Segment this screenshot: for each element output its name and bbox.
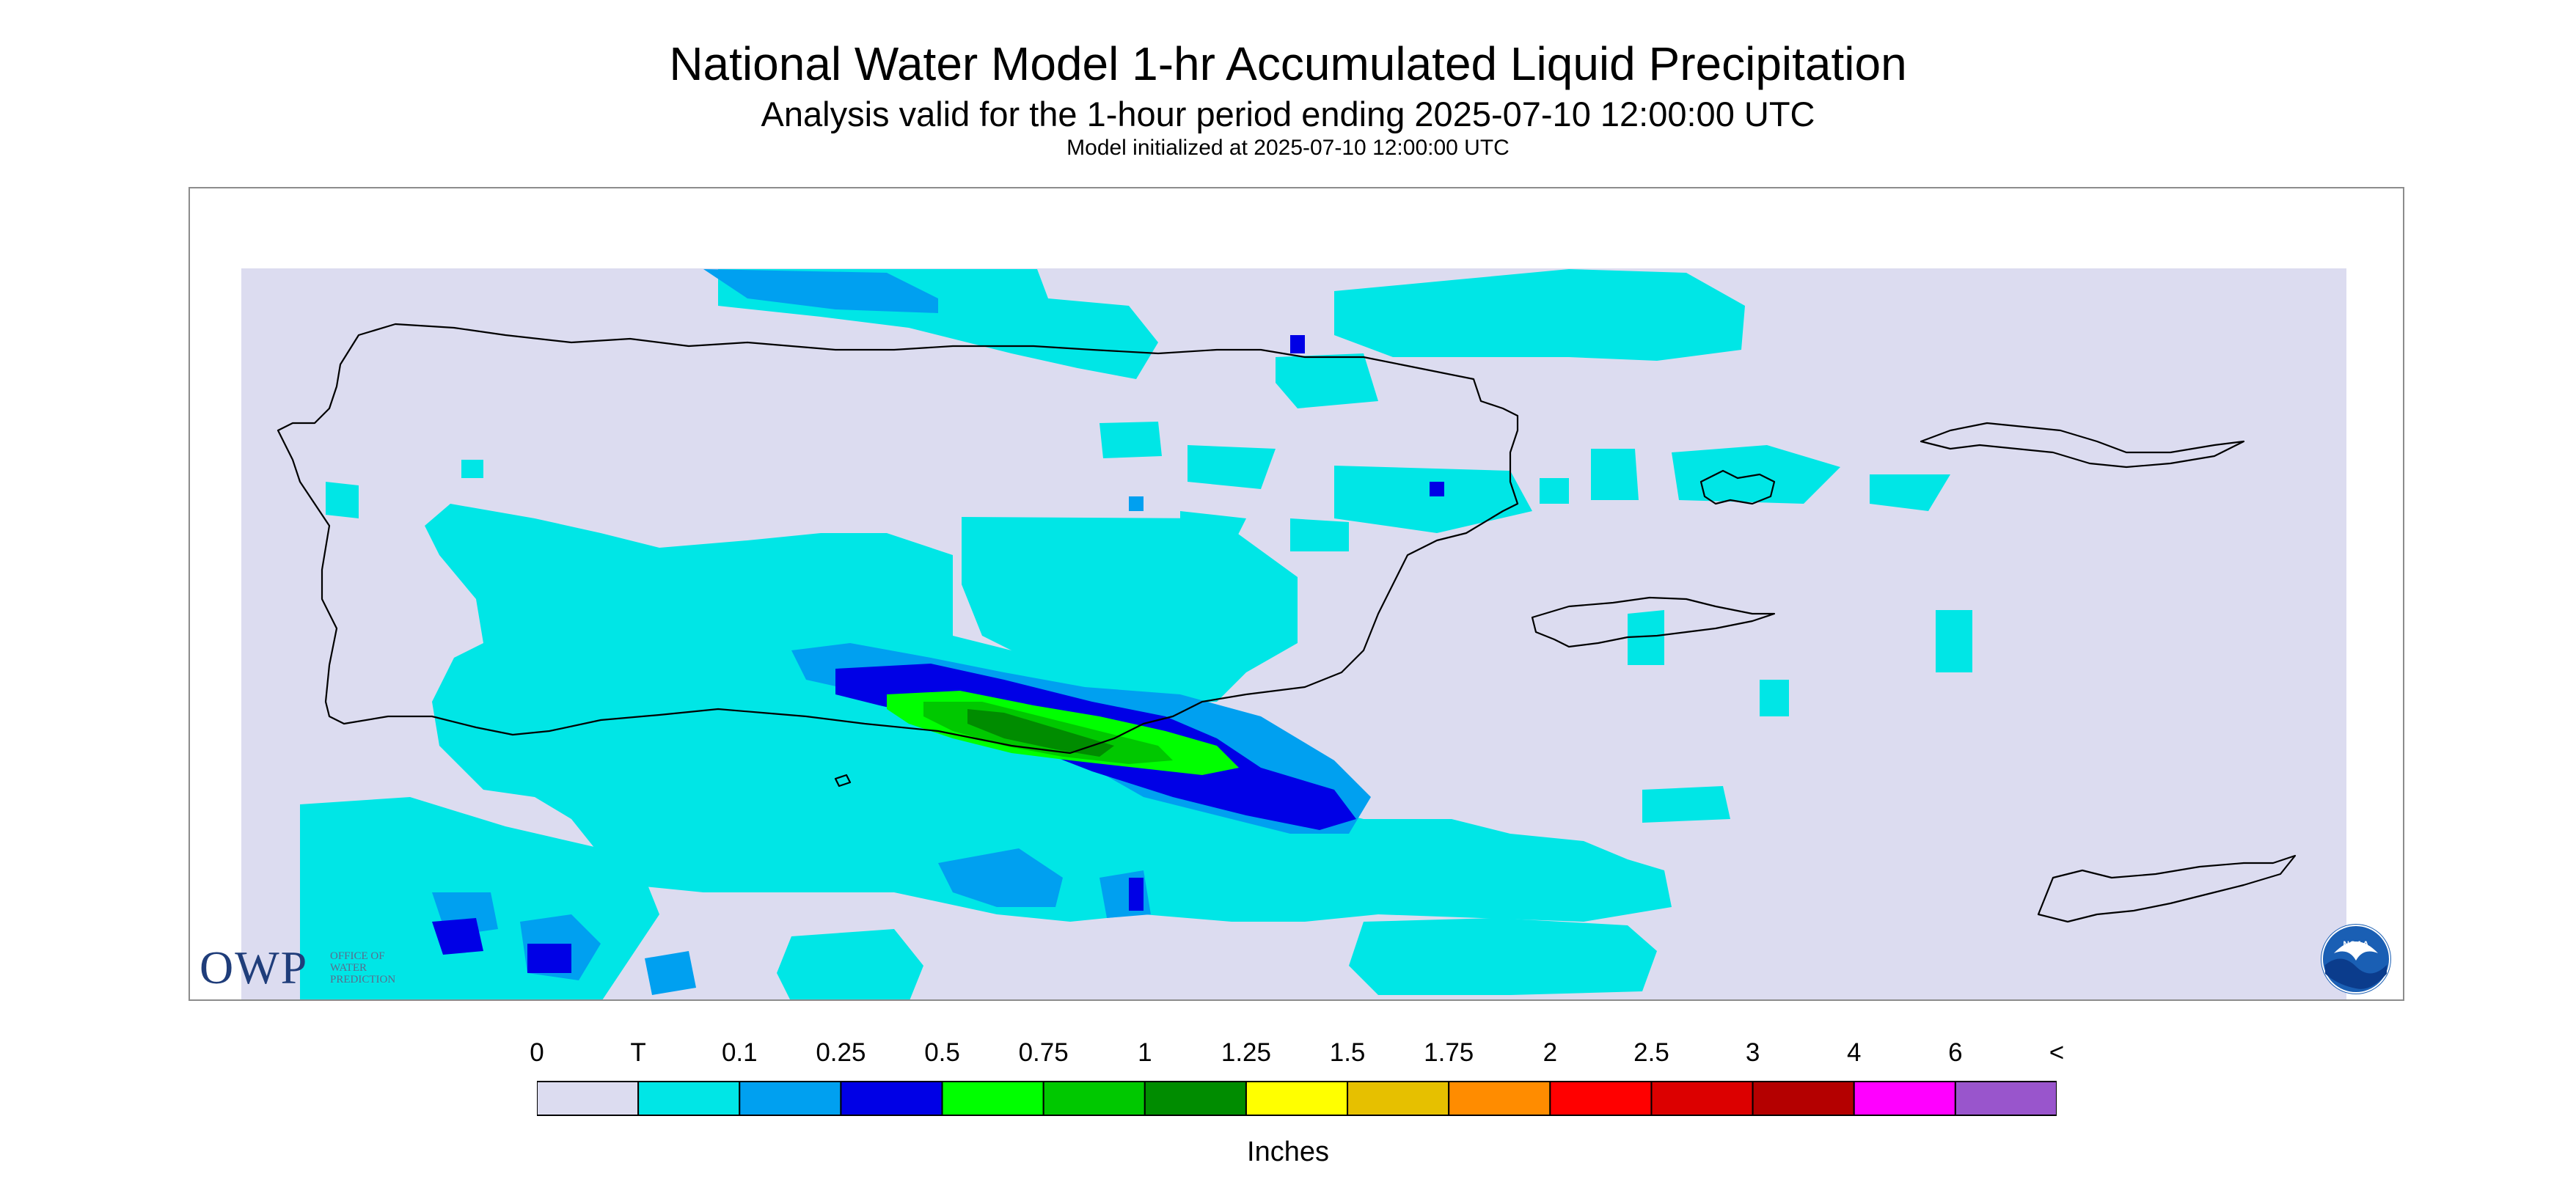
legend-colorbar [537, 1081, 2057, 1116]
legend-tick-label: 1 [1138, 1038, 1152, 1067]
legend-color-swatch [1954, 1081, 2057, 1116]
legend-tick-label: 3 [1745, 1038, 1760, 1067]
legend-color-swatch [1853, 1081, 1956, 1116]
noaa-logo-text: NOAA [2343, 939, 2369, 950]
legend-tick-label: 0.1 [721, 1038, 758, 1067]
legend-tick-label: 0.75 [1018, 1038, 1069, 1067]
culebra-coast [1699, 469, 1776, 505]
map-title: National Water Model 1-hr Accumulated Li… [669, 37, 1907, 90]
legend-tick-label: T [630, 1038, 646, 1067]
owp-sub-line: OFFICE OF [330, 950, 385, 962]
vieques-coast [1531, 596, 1776, 648]
map-panel [189, 187, 2404, 1001]
owp-sub-line: WATER [330, 962, 367, 974]
legend-color-swatch [1042, 1081, 1146, 1116]
legend-color-swatch [1549, 1081, 1653, 1116]
legend-tick-label: 4 [1846, 1038, 1862, 1067]
st-croix-coast [2037, 854, 2297, 923]
coastlines [277, 323, 2297, 923]
legend-tick-label: 1.5 [1329, 1038, 1366, 1067]
legend-tick-label: 0.25 [816, 1038, 866, 1067]
owp-sub-line: PREDICTION [330, 974, 396, 985]
desecheo-islet [834, 774, 852, 788]
legend-color-swatch [840, 1081, 943, 1116]
st-thomas-coast [1920, 422, 2245, 469]
legend-tick-label: 0.5 [924, 1038, 960, 1067]
legend-color-swatch [739, 1081, 842, 1116]
owp-logo-subtext: OFFICE OF WATER PREDICTION [330, 950, 395, 985]
legend-color-swatch [537, 1081, 640, 1116]
legend-color-swatch [1752, 1081, 1855, 1116]
legend-tick-label: 6 [1948, 1038, 1963, 1067]
legend-tick-label: 2 [1543, 1038, 1558, 1067]
owp-logo-text: OWP [200, 941, 309, 994]
legend-color-swatch [1144, 1081, 1247, 1116]
precipitation-map [241, 268, 2346, 999]
legend-color-swatch [637, 1081, 741, 1116]
legend-tick-label: 1.75 [1424, 1038, 1474, 1067]
legend-units: Inches [1247, 1137, 1329, 1167]
legend-color-swatch [1448, 1081, 1551, 1116]
puerto-rico-coast [277, 323, 1519, 755]
heavy-precip-areas [887, 691, 1239, 775]
legend-tick-label: 2.5 [1633, 1038, 1669, 1067]
legend-color-swatch [941, 1081, 1044, 1116]
map-subtitle: Analysis valid for the 1-hour period end… [761, 95, 1815, 133]
model-init-text: Model initialized at 2025-07-10 12:00:00… [1066, 136, 1510, 160]
legend-color-swatch [1245, 1081, 1349, 1116]
legend-tick-label: < [2049, 1038, 2065, 1067]
legend-tick-label: 1.25 [1221, 1038, 1271, 1067]
noaa-logo: NOAA [2321, 924, 2391, 994]
legend-color-swatch [1347, 1081, 1450, 1116]
legend-tick-label: 0 [530, 1038, 544, 1067]
legend-color-swatch [1650, 1081, 1754, 1116]
